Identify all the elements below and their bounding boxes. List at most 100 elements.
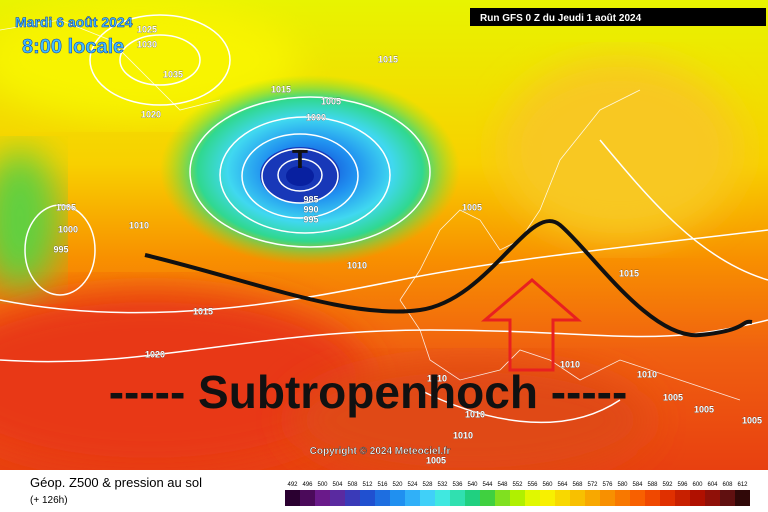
- colorbar-label: 496: [302, 482, 313, 488]
- colorbar-label: 544: [482, 482, 493, 488]
- colorbar-label: 520: [392, 482, 403, 488]
- isobar-label: 1005: [321, 96, 341, 106]
- color-swatch: [660, 490, 675, 506]
- color-swatch: [315, 490, 330, 506]
- color-swatch: [405, 490, 420, 506]
- color-swatch: [390, 490, 405, 506]
- colorbar-label: 568: [572, 482, 583, 488]
- color-swatch: [690, 490, 705, 506]
- isobar-label: 1010: [347, 260, 367, 270]
- color-swatch: [705, 490, 720, 506]
- arrow: [480, 278, 583, 372]
- color-swatch: [570, 490, 585, 506]
- local-time: 8:00 locale: [22, 36, 124, 58]
- colorbar-label: 532: [437, 482, 448, 488]
- color-swatch: [330, 490, 345, 506]
- isobar-label: 1010: [129, 220, 149, 230]
- colorbar-label: 512: [362, 482, 373, 488]
- colorbar-label: 524: [407, 482, 418, 488]
- colorbar-label: 596: [677, 482, 688, 488]
- colorbar-label: 588: [647, 482, 658, 488]
- color-swatch: [285, 490, 300, 506]
- color-swatch: [675, 490, 690, 506]
- colorbar-label: 572: [587, 482, 598, 488]
- isobar-label: 1000: [58, 224, 78, 234]
- colorbar-label: 560: [542, 482, 553, 488]
- colorbar-label: 612: [737, 482, 748, 488]
- trough-line: [144, 219, 753, 338]
- isobar-label: 1015: [619, 268, 639, 278]
- color-swatch: [375, 490, 390, 506]
- isobar-label: 1020: [145, 349, 165, 359]
- copyright: Copyright © 2024 Meteociel.fr: [310, 446, 451, 457]
- isobar-label: 1010: [465, 409, 485, 419]
- color-swatch: [525, 490, 540, 506]
- color-swatch: [360, 490, 375, 506]
- run-box: [470, 8, 766, 26]
- isobars: [0, 14, 768, 424]
- legend-lead: (+ 126h): [30, 495, 68, 506]
- isobar-label: 1010: [637, 369, 657, 379]
- low-marker: T: [292, 144, 308, 174]
- colorbar-label: 504: [332, 482, 343, 488]
- colorbar-label: 552: [512, 482, 523, 488]
- colorbar-label: 540: [467, 482, 478, 488]
- color-swatch: [300, 490, 315, 506]
- isobar-label: 1010: [427, 373, 447, 383]
- color-swatch: [585, 490, 600, 506]
- color-swatch: [345, 490, 360, 506]
- isobar-label: 1000: [306, 112, 326, 122]
- color-swatch: [630, 490, 645, 506]
- colorbar-label: 564: [557, 482, 568, 488]
- color-swatch: [495, 490, 510, 506]
- colorbar-label: 604: [707, 482, 718, 488]
- isobar-label: 1005: [663, 392, 683, 402]
- isobar-label: 1010: [453, 430, 473, 440]
- annotation: ----- Subtropenhoch -----: [109, 366, 628, 418]
- colorbar-label: 556: [527, 482, 538, 488]
- colorbar-label: 600: [692, 482, 703, 488]
- colorbar-label: 500: [317, 482, 328, 488]
- colorbar-label: 536: [452, 482, 463, 488]
- isobar-label: 1020: [141, 109, 161, 119]
- coastlines: [0, 19, 741, 401]
- color-swatch: [450, 490, 465, 506]
- isobar-label: 995: [303, 214, 318, 224]
- isobar-label: 1015: [271, 84, 291, 94]
- isobar-label: 990: [303, 204, 318, 214]
- colorbar-label: 584: [632, 482, 643, 488]
- color-swatch: [600, 490, 615, 506]
- isobar-label: 1010: [560, 359, 580, 369]
- color-swatch: [465, 490, 480, 506]
- isobar-label: 1005: [426, 455, 446, 465]
- run-info: Run GFS 0 Z du Jeudi 1 août 2024: [480, 13, 642, 24]
- colorbar-label: 528: [422, 482, 433, 488]
- color-swatch: [720, 490, 735, 506]
- color-swatch: [480, 490, 495, 506]
- colorbar-label: 492: [287, 482, 298, 488]
- color-swatch: [555, 490, 570, 506]
- color-swatch: [510, 490, 525, 506]
- colorbar-label: 580: [617, 482, 628, 488]
- isobar-label: 1035: [163, 69, 183, 79]
- date: Mardi 6 août 2024: [15, 14, 133, 30]
- colorbar-label: 608: [722, 482, 733, 488]
- legend-title: Géop. Z500 & pression au sol: [30, 475, 202, 490]
- color-swatch: [645, 490, 660, 506]
- isobar-label: 985: [303, 194, 318, 204]
- colorbar-label: 508: [347, 482, 358, 488]
- color-swatch: [540, 490, 555, 506]
- isobar-label: 1025: [137, 24, 157, 34]
- isobar-label: 1005: [694, 404, 714, 414]
- isobar-label: 1005: [742, 415, 762, 425]
- colorbar-label: 576: [602, 482, 613, 488]
- colorbar-label: 592: [662, 482, 673, 488]
- isobar-label: 1015: [193, 306, 213, 316]
- color-swatch: [735, 490, 750, 506]
- isobar-label: 1005: [462, 202, 482, 212]
- color-swatch: [435, 490, 450, 506]
- colorbar-label: 516: [377, 482, 388, 488]
- isobar-label: 1005: [56, 202, 76, 212]
- isobar-label: 995: [53, 244, 68, 254]
